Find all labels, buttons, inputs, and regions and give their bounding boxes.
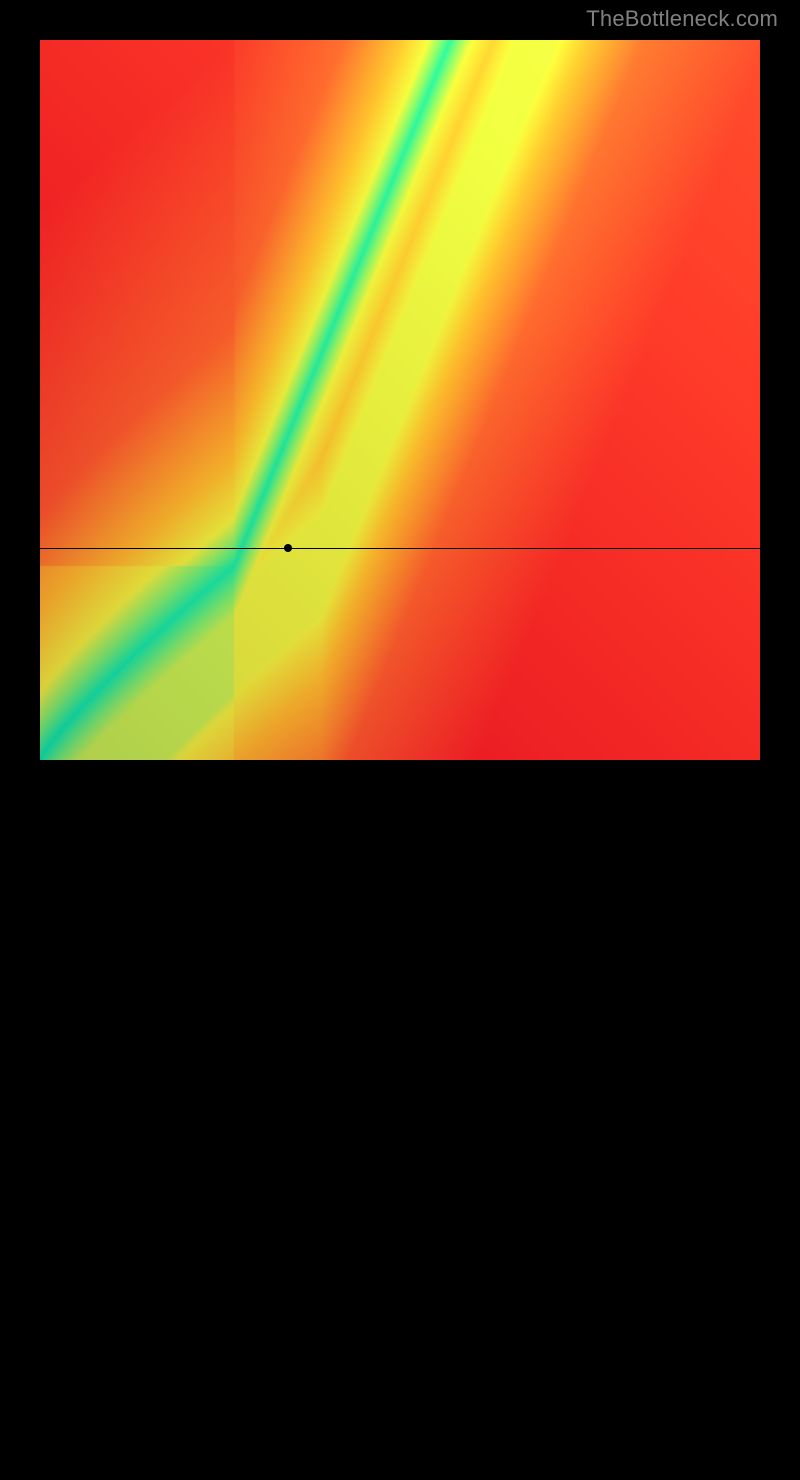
bottleneck-heatmap [40,40,760,760]
selection-marker-dot [284,544,292,552]
crosshair-vertical [288,760,289,1480]
crosshair-horizontal [40,548,760,549]
watermark-text: TheBottleneck.com [586,6,778,32]
heatmap-canvas [40,40,760,760]
